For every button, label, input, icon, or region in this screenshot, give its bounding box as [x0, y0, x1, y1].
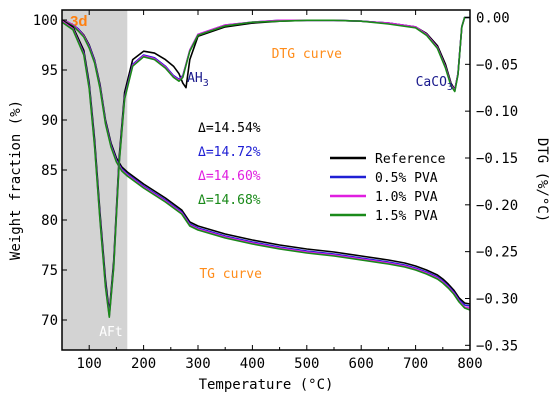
y-right-tick-label: 0.00 — [476, 10, 510, 26]
y-left-tick-label: 80 — [41, 213, 58, 229]
annotation-ah3: AH3 — [187, 71, 209, 89]
x-tick-label: 200 — [131, 356, 156, 372]
y-right-tick-label: −0.15 — [476, 151, 518, 167]
y-left-tick-label: 85 — [41, 163, 58, 179]
legend-label: 0.5% PVA — [375, 171, 438, 186]
x-tick-label: 500 — [294, 356, 319, 372]
dtg-lines — [61, 16, 470, 319]
y-axis-left-ticks: 70 75 80 85 90 95 100 — [33, 13, 67, 329]
annotation-caco3-sub: 3 — [447, 82, 453, 93]
y-right-tick-label: −0.20 — [476, 198, 518, 214]
tg-lines — [61, 19, 471, 311]
y-axis-right-title: DTG (%/°C) — [534, 138, 550, 222]
delta-label: Δ=14.72% — [198, 145, 261, 160]
annotation-ah3-sub: 3 — [203, 78, 209, 89]
tg-line-1-5-pva — [61, 19, 471, 311]
x-tick-label: 700 — [403, 356, 428, 372]
delta-label: Δ=14.60% — [198, 169, 261, 184]
y-left-tick-label: 70 — [41, 313, 58, 329]
x-axis-ticks: 100 200 300 400 500 600 700 800 — [61, 10, 483, 372]
y-left-tick-label: 95 — [41, 63, 58, 79]
delta-label: Δ=14.54% — [198, 121, 261, 136]
delta-annotations: Δ=14.54% Δ=14.72% Δ=14.60% Δ=14.68% — [198, 121, 261, 208]
y-axis-left-title: Weight fraction (%) — [8, 100, 24, 260]
annotation-dtg-curve: DTG curve — [272, 47, 343, 62]
x-tick-label: 800 — [457, 356, 482, 372]
y-axis-right-ticks: 0.00 −0.05 −0.10 −0.15 −0.20 −0.25 −0.30 −0.35 — [465, 10, 518, 354]
legend: Reference 0.5% PVA 1.0% PVA 1.5% PVA — [330, 152, 446, 224]
dtg-line-1-5-pva — [61, 16, 470, 319]
annotation-caco3-main: CaCO — [416, 75, 447, 90]
x-tick-label: 300 — [185, 356, 210, 372]
annotation-tg-curve: TG curve — [199, 267, 262, 282]
y-right-tick-label: −0.25 — [476, 245, 518, 261]
x-tick-label: 400 — [240, 356, 265, 372]
y-right-tick-label: −0.10 — [476, 104, 518, 120]
annotation-caco3: CaCO3 — [416, 75, 453, 93]
y-right-tick-label: −0.30 — [476, 291, 518, 307]
annotation-aft: AFt — [99, 325, 122, 340]
y-left-tick-label: 90 — [41, 113, 58, 129]
y-right-tick-label: −0.35 — [476, 338, 518, 354]
annotation-ah3-main: AH — [187, 71, 203, 86]
y-left-tick-label: 100 — [33, 13, 58, 29]
y-right-tick-label: −0.05 — [476, 57, 518, 73]
x-axis-title: Temperature (°C) — [199, 377, 334, 393]
legend-label: 1.0% PVA — [375, 190, 438, 205]
delta-label: Δ=14.68% — [198, 193, 261, 208]
y-left-tick-label: 75 — [41, 263, 58, 279]
x-tick-label: 600 — [349, 356, 374, 372]
plot-frame — [61, 9, 471, 351]
legend-label: Reference — [375, 152, 446, 167]
legend-label: 1.5% PVA — [375, 209, 438, 224]
x-tick-label: 100 — [77, 356, 102, 372]
